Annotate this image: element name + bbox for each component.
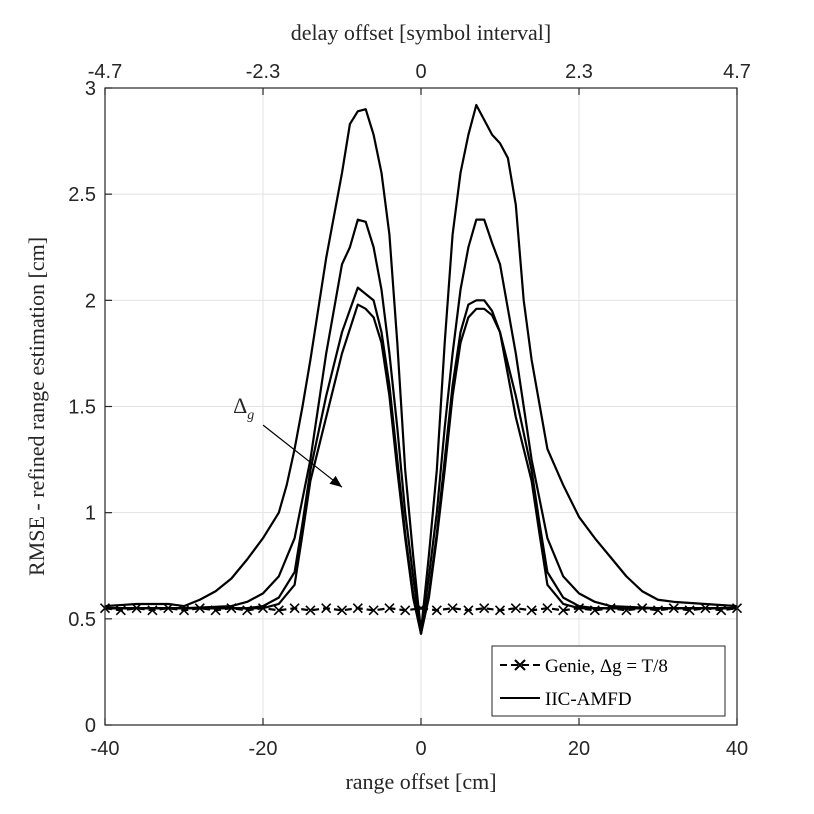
genie-x-marker	[494, 605, 506, 616]
x-tick-label: -20	[249, 738, 278, 760]
axis-ticks: -40 -20 0 20 40 -4.7 -2.3 0 2.3 4.7 0 0.5 1 1.5 2 2.5 3	[68, 61, 751, 760]
genie-x-marker	[447, 603, 458, 614]
y-tick-label: 1	[85, 503, 96, 525]
y-tick-label: 1.5	[68, 397, 96, 419]
annotation-arrowhead	[329, 475, 342, 488]
genie-x-marker	[368, 605, 379, 616]
legend: Genie, Δg = T/8 IIC-AMFD	[491, 645, 726, 717]
series-line-genie	[104, 607, 738, 612]
y-tick-label: 2.5	[68, 184, 96, 206]
legend-x-marker	[514, 659, 526, 671]
genie-x-marker	[479, 603, 490, 614]
y-tick-label: 0.5	[68, 609, 96, 631]
genie-x-marker	[431, 605, 442, 616]
series-group	[99, 103, 743, 635]
x-tick-label: 40	[726, 738, 748, 760]
genie-x-marker	[463, 605, 474, 616]
legend-label-iic-amfd: IIC-AMFD	[545, 689, 632, 710]
legend-label-genie: Genie, Δg = T/8	[545, 656, 668, 677]
genie-x-marker	[289, 603, 300, 614]
genie-x-marker	[384, 603, 395, 614]
y-tick-label: 0	[85, 715, 96, 737]
top-x-tick-label: 0	[415, 61, 426, 83]
annotation-subscript: g	[247, 408, 254, 423]
y-tick-label: 2	[85, 290, 96, 312]
annotation-symbol: Δ	[233, 393, 247, 418]
grid-lines	[105, 88, 737, 725]
genie-x-marker	[526, 605, 537, 616]
genie-x-marker	[558, 605, 569, 616]
annotation-text: Δg	[233, 393, 254, 423]
top-x-tick-label: 4.7	[723, 61, 751, 83]
x-tick-label: -40	[91, 738, 120, 760]
genie-x-marker	[542, 603, 553, 614]
series-line-iic-amfd	[105, 303, 737, 635]
annotation-arrow	[262, 424, 343, 488]
x-tick-label: 0	[415, 738, 426, 760]
genie-x-marker	[510, 603, 521, 614]
genie-x-marker	[321, 603, 332, 614]
genie-x-marker	[336, 605, 348, 616]
genie-x-marker	[352, 603, 363, 614]
top-x-axis-label: delay offset [symbol interval]	[291, 20, 551, 45]
y-axis-label: RMSE - refined range estimation [cm]	[24, 237, 49, 576]
legend-box	[491, 645, 726, 717]
y-tick-label: 3	[85, 78, 96, 100]
top-x-tick-label: 2.3	[565, 61, 593, 83]
top-x-tick-label: -4.7	[88, 61, 122, 83]
genie-x-marker	[273, 605, 284, 616]
genie-x-marker	[305, 605, 316, 616]
x-axis-label: range offset [cm]	[345, 769, 496, 794]
genie-x-marker	[400, 605, 411, 616]
x-tick-label: 20	[568, 738, 590, 760]
delta-g-annotation: Δg	[233, 393, 343, 488]
top-x-tick-label: -2.3	[246, 61, 280, 83]
